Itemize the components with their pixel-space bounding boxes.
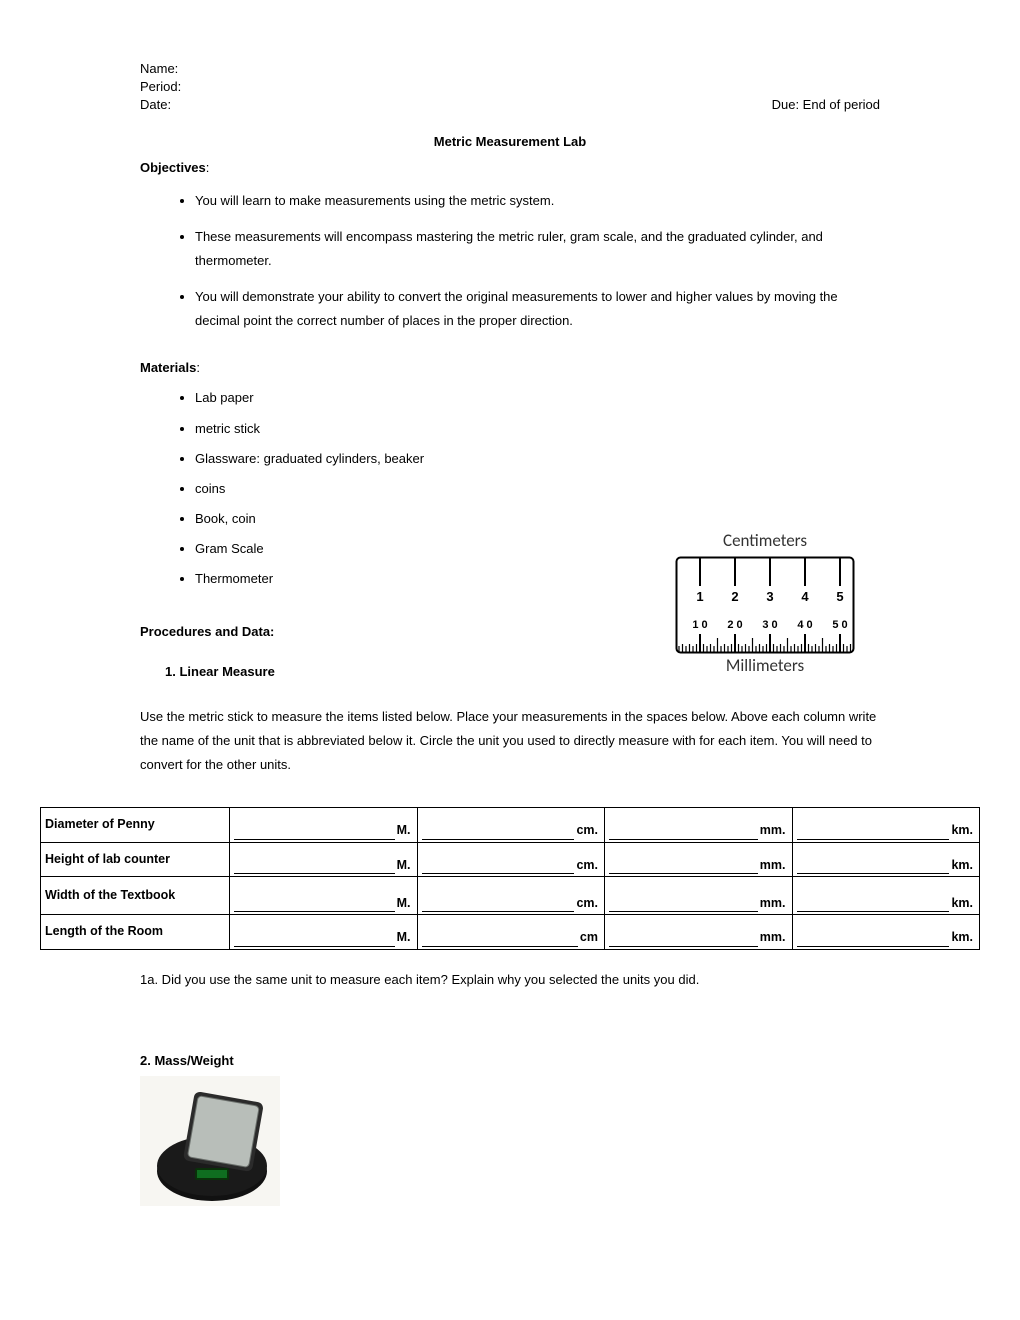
value-blank[interactable]	[234, 932, 395, 947]
header-left: Name: Period: Date:	[140, 60, 181, 115]
materials-item: coins	[195, 474, 424, 504]
value-blank[interactable]	[609, 859, 758, 874]
table-row: Length of the Room M. cm mm. km.	[41, 915, 980, 950]
svg-text:40: 40	[797, 619, 812, 631]
materials-item: Glassware: graduated cylinders, beaker	[195, 444, 424, 474]
unit: km.	[949, 929, 975, 947]
date-label: Date:	[140, 96, 181, 114]
value-blank[interactable]	[234, 825, 395, 840]
objective-item: You will learn to make measurements usin…	[195, 183, 880, 219]
value-blank[interactable]	[422, 825, 575, 840]
unit: cm	[578, 929, 600, 947]
ruler-cm-label: Centimeters	[670, 529, 860, 553]
materials-item: Lab paper	[195, 383, 424, 413]
question-1a: 1a. Did you use the same unit to measure…	[140, 968, 880, 992]
svg-text:50: 50	[832, 619, 847, 631]
ruler-diagram: 1 2 3 4 5 10 20 30 40 50	[675, 556, 855, 654]
unit: M.	[395, 929, 413, 947]
materials-list: Lab paper metric stick Glassware: gradua…	[140, 383, 424, 594]
value-blank[interactable]	[422, 897, 575, 912]
table-row: Width of the Textbook M. cm. mm. km.	[41, 877, 980, 915]
unit: km.	[949, 895, 975, 913]
materials-item: Gram Scale	[195, 534, 424, 564]
section-2-label: 2. Mass/Weight	[140, 1052, 880, 1070]
row-label: Diameter of Penny	[41, 808, 230, 843]
unit: mm.	[758, 857, 788, 875]
due-label: Due: End of period	[772, 96, 880, 114]
materials-item: Book, coin	[195, 504, 424, 534]
objectives-label: Objectives	[140, 160, 206, 175]
instructions: Use the metric stick to measure the item…	[140, 705, 880, 777]
page-title: Metric Measurement Lab	[140, 133, 880, 151]
row-label: Width of the Textbook	[41, 877, 230, 915]
unit: km.	[949, 857, 975, 875]
cm-tick-2: 2	[731, 589, 738, 604]
value-blank[interactable]	[609, 825, 758, 840]
unit: mm.	[758, 895, 788, 913]
materials-item: metric stick	[195, 414, 424, 444]
period-label: Period:	[140, 78, 181, 96]
svg-text:30: 30	[762, 619, 777, 631]
header: Name: Period: Date: Due: End of period	[140, 60, 880, 115]
materials-item: Thermometer	[195, 564, 424, 594]
unit: M.	[395, 895, 413, 913]
materials-label: Materials	[140, 360, 196, 375]
objective-item: These measurements will encompass master…	[195, 219, 880, 279]
unit: mm.	[758, 822, 788, 840]
name-label: Name:	[140, 60, 181, 78]
cm-tick-4: 4	[801, 589, 809, 604]
unit: cm.	[574, 895, 600, 913]
cm-tick-5: 5	[836, 589, 843, 604]
value-blank[interactable]	[422, 932, 578, 947]
objectives-section: Objectives: You will learn to make measu…	[140, 159, 880, 339]
value-blank[interactable]	[609, 897, 758, 912]
cm-tick-3: 3	[766, 589, 773, 604]
value-blank[interactable]	[234, 897, 395, 912]
unit: M.	[395, 822, 413, 840]
objective-item: You will demonstrate your ability to con…	[195, 279, 880, 339]
unit: km.	[949, 822, 975, 840]
value-blank[interactable]	[422, 859, 575, 874]
table-row: Diameter of Penny M. cm. mm. km.	[41, 808, 980, 843]
ruler-figure: Centimeters 1 2 3	[670, 529, 860, 679]
unit: M.	[395, 857, 413, 875]
unit: mm.	[758, 929, 788, 947]
cm-tick-1: 1	[696, 589, 703, 604]
measurement-table: Diameter of Penny M. cm. mm. km. Height …	[40, 807, 980, 950]
value-blank[interactable]	[609, 932, 758, 947]
ruler-mm-label: Millimeters	[670, 654, 860, 678]
value-blank[interactable]	[797, 825, 950, 840]
value-blank[interactable]	[797, 932, 950, 947]
svg-text:20: 20	[727, 619, 742, 631]
unit: cm.	[574, 822, 600, 840]
value-blank[interactable]	[234, 859, 395, 874]
value-blank[interactable]	[797, 859, 950, 874]
table-row: Height of lab counter M. cm. mm. km.	[41, 842, 980, 877]
objectives-list: You will learn to make measurements usin…	[140, 183, 880, 339]
row-label: Height of lab counter	[41, 842, 230, 877]
unit: cm.	[574, 857, 600, 875]
value-blank[interactable]	[797, 897, 950, 912]
gram-scale-image	[140, 1076, 280, 1206]
row-label: Length of the Room	[41, 915, 230, 950]
svg-text:10: 10	[692, 619, 707, 631]
